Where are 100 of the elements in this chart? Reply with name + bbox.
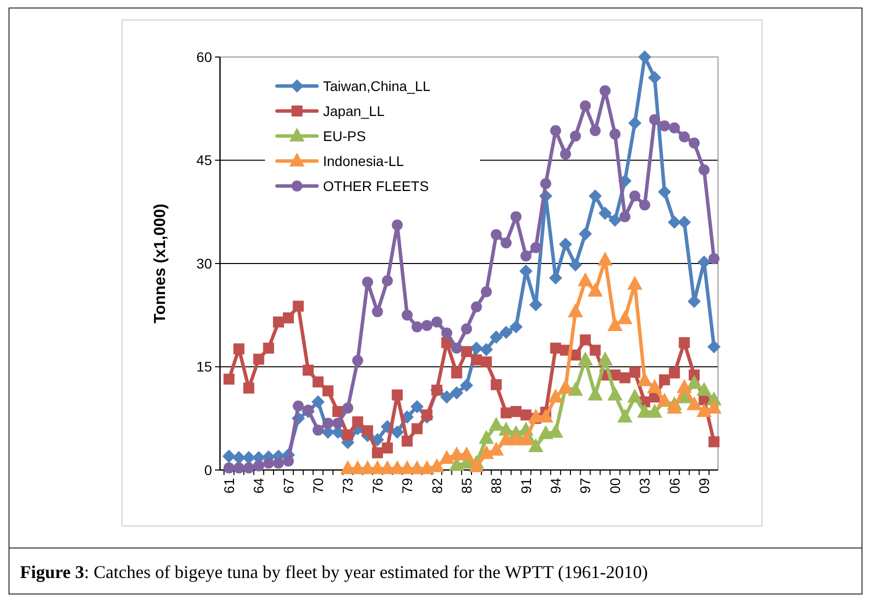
- point: [696, 382, 712, 396]
- point: [558, 238, 572, 251]
- point: [282, 456, 294, 467]
- point: [590, 125, 601, 136]
- y-tick-label: 0: [204, 462, 212, 478]
- x-tick-label: 03: [636, 478, 653, 494]
- point: [421, 320, 432, 331]
- point: [342, 402, 354, 414]
- point: [431, 316, 442, 328]
- legend-label: EU-PS: [323, 128, 366, 144]
- point: [707, 340, 721, 354]
- point: [648, 71, 662, 84]
- point: [578, 272, 593, 286]
- point: [461, 346, 472, 358]
- point: [450, 386, 464, 400]
- point: [402, 310, 413, 321]
- point: [678, 216, 691, 229]
- point: [668, 367, 680, 378]
- point: [272, 458, 284, 469]
- point: [480, 286, 492, 298]
- point: [580, 334, 591, 346]
- point: [312, 376, 324, 388]
- point: [232, 451, 246, 464]
- point: [629, 190, 640, 202]
- point: [628, 116, 642, 130]
- point: [490, 330, 503, 344]
- point: [508, 432, 524, 446]
- point: [390, 426, 404, 439]
- point: [708, 436, 720, 448]
- point: [312, 424, 324, 436]
- point: [392, 219, 403, 230]
- point: [568, 382, 583, 396]
- point: [647, 404, 662, 418]
- point: [420, 460, 434, 474]
- x-tick-label: 76: [369, 478, 386, 494]
- point: [598, 352, 612, 366]
- point: [560, 148, 572, 160]
- point: [500, 407, 512, 418]
- point: [580, 100, 591, 112]
- point: [441, 328, 452, 339]
- point: [520, 409, 532, 420]
- point: [440, 390, 454, 404]
- point: [461, 323, 472, 334]
- point: [706, 400, 722, 414]
- point: [649, 114, 660, 126]
- point: [372, 447, 383, 458]
- point: [302, 364, 314, 376]
- point: [618, 409, 632, 423]
- point: [382, 275, 393, 286]
- legend-label: OTHER FLEETS: [323, 178, 429, 194]
- point: [608, 214, 622, 227]
- point: [302, 404, 314, 416]
- point: [440, 450, 454, 464]
- point: [282, 312, 294, 324]
- point: [588, 189, 602, 203]
- point: [518, 432, 534, 446]
- point: [263, 458, 274, 469]
- point: [322, 385, 334, 396]
- x-tick-label: 70: [310, 478, 326, 494]
- point: [451, 367, 462, 378]
- point: [382, 442, 393, 454]
- point: [243, 382, 254, 394]
- point: [490, 229, 502, 240]
- point: [628, 276, 642, 290]
- point: [460, 378, 474, 392]
- point: [322, 418, 334, 429]
- point: [510, 211, 522, 222]
- x-tick-label: 94: [548, 478, 564, 494]
- point: [639, 199, 650, 210]
- x-tick-label: 82: [428, 478, 445, 494]
- point: [362, 276, 374, 288]
- point: [233, 343, 244, 354]
- point: [480, 356, 492, 368]
- point: [668, 216, 682, 229]
- point: [610, 128, 621, 140]
- point: [500, 326, 513, 339]
- point: [708, 253, 720, 264]
- point: [618, 310, 632, 324]
- point: [659, 374, 670, 386]
- point: [412, 321, 423, 332]
- y-axis-title: Tonnes (x1,000): [152, 204, 169, 324]
- point: [550, 342, 562, 354]
- x-tick-label: 00: [606, 478, 623, 494]
- x-tick-label: 91: [518, 478, 534, 494]
- point: [224, 462, 234, 474]
- point: [619, 372, 630, 384]
- x-tick-label: 67: [280, 478, 296, 494]
- point: [480, 342, 493, 356]
- point: [479, 430, 494, 444]
- point: [412, 423, 423, 434]
- point: [629, 366, 640, 378]
- point: [292, 400, 304, 412]
- point: [253, 460, 264, 472]
- point: [500, 237, 512, 248]
- point: [489, 418, 504, 431]
- point: [696, 404, 712, 418]
- x-tick-label: 09: [696, 478, 712, 494]
- caption: Figure 3: Catches of bigeye tuna by fleet by year estimated for the WPTT (1961-2010): [20, 562, 648, 582]
- point: [342, 429, 354, 440]
- point: [402, 436, 413, 447]
